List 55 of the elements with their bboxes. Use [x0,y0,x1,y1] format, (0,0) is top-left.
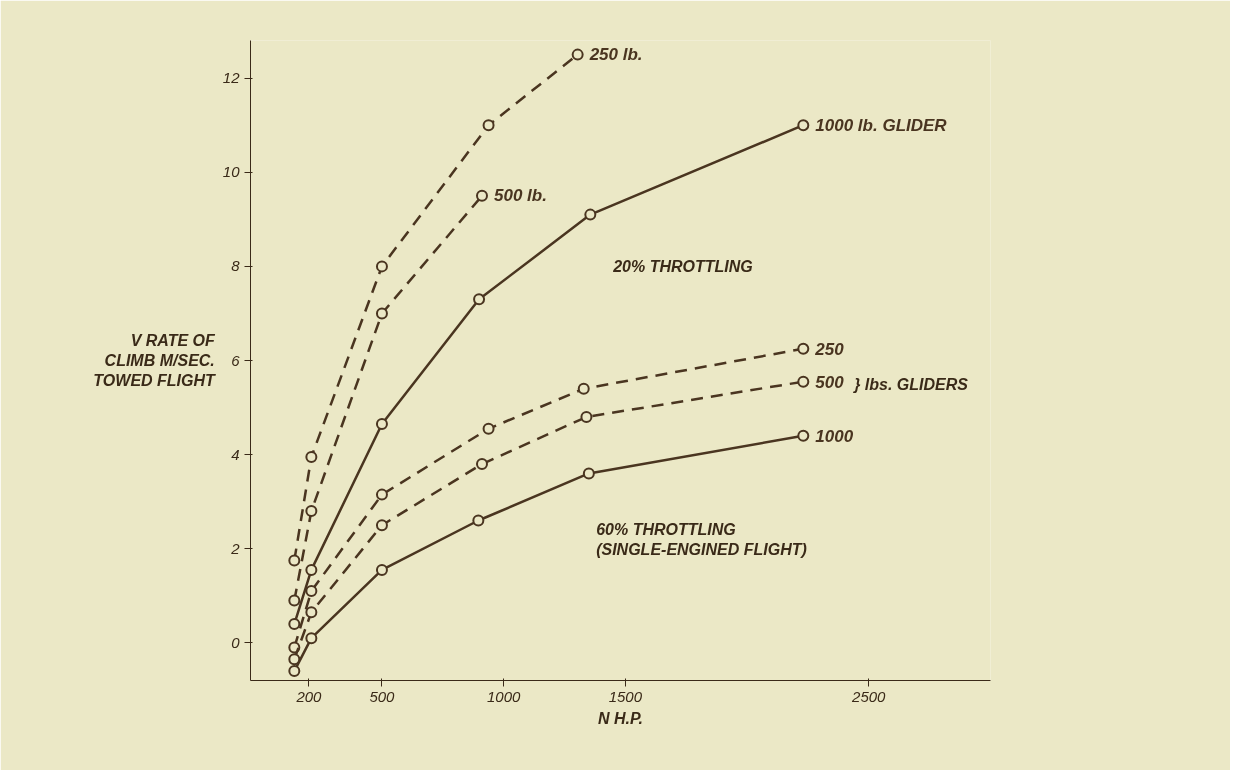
point [577,382,590,395]
series-label: 500 [815,372,845,392]
point [797,375,810,388]
x-tick-label: 1500 [608,687,643,705]
x-tick-label: 200 [295,687,323,705]
series-label: 1000 lb. GLIDER [815,115,948,135]
point [482,422,495,435]
series-label: 500 lb. [493,186,547,206]
point [482,119,495,132]
point [288,653,301,666]
y-tick-label: 10 [222,163,241,181]
point [475,458,488,471]
point [305,450,318,463]
point [584,208,597,221]
point [288,618,301,631]
y-tick-label: 8 [231,257,241,275]
annotation: } lbs. GLIDERS [852,375,969,393]
y-tick-label: 2 [230,539,241,557]
point [375,519,388,532]
point [375,260,388,273]
point [305,563,318,576]
point [375,418,388,431]
point [582,467,595,480]
point [580,410,593,423]
point [305,632,318,645]
point [305,585,318,598]
point [571,48,584,61]
point [288,665,301,678]
y-axis-title: V RATE OF CLIMB M/SEC. TOWED FLIGHT [93,331,217,390]
series-label: 250 [814,339,845,359]
y-tick-label: 4 [231,445,240,463]
point [475,189,488,202]
point [797,429,810,442]
point [305,606,318,619]
series-label: 250 lb. [588,45,643,65]
point [797,119,810,132]
point [375,563,388,576]
annotation: 60% THROTTLING (SINGLE-ENGINED FLIGHT) [596,520,807,559]
point [472,514,485,527]
y-tick-label: 0 [231,633,241,651]
x-tick-label: 2500 [851,687,887,705]
point [288,594,301,607]
x-tick-label: 1000 [486,687,521,705]
point [797,342,810,355]
x-tick-label: 500 [369,687,396,705]
annotation: 20% THROTTLING [612,257,753,275]
series-label: 1000 [815,426,854,446]
point [375,488,388,501]
point [473,293,486,306]
y-tick-label: 6 [231,351,241,369]
y-tick-label: 12 [222,69,241,87]
point [288,554,301,567]
point [375,307,388,320]
x-axis-title: N H.P. [597,709,644,727]
point [305,505,318,518]
